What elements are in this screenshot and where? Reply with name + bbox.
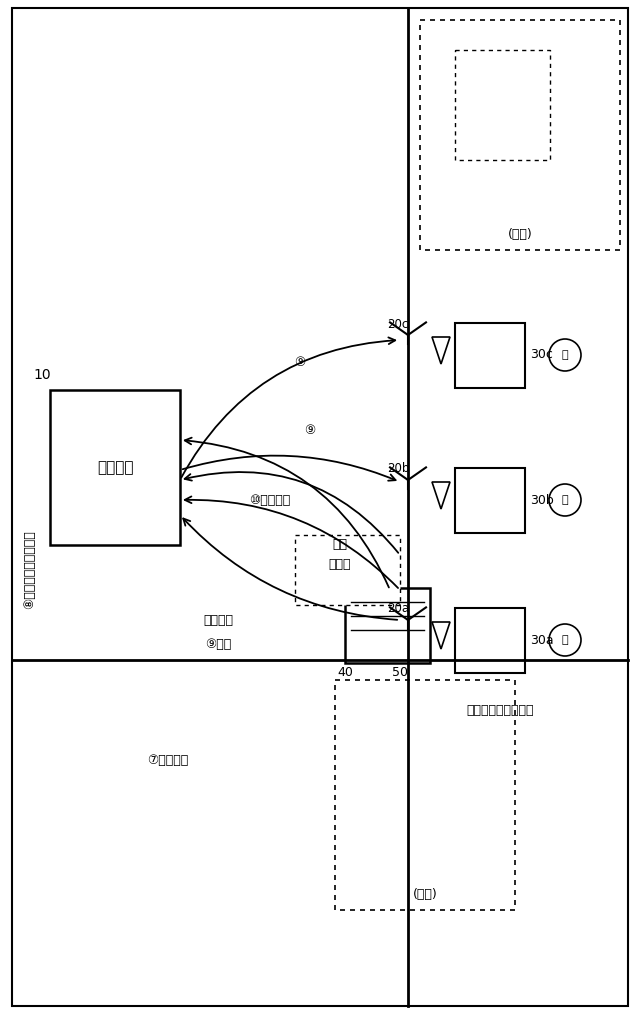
Text: 終了: 終了 xyxy=(333,538,348,552)
Text: 20a: 20a xyxy=(387,602,409,615)
Text: (Ｂ駅): (Ｂ駅) xyxy=(508,228,532,241)
Bar xyxy=(420,20,620,250)
Bar xyxy=(455,50,550,160)
FancyArrowPatch shape xyxy=(185,438,389,587)
Polygon shape xyxy=(432,482,450,509)
Text: 50: 50 xyxy=(392,665,408,678)
Text: 40: 40 xyxy=(337,665,353,678)
Text: 30b: 30b xyxy=(530,494,554,507)
Text: ⑩踏切通過: ⑩踏切通過 xyxy=(250,494,291,507)
FancyArrowPatch shape xyxy=(181,338,396,478)
Bar xyxy=(335,680,515,910)
Text: ⑬警報開始時刻更新: ⑬警報開始時刻更新 xyxy=(467,704,534,717)
Polygon shape xyxy=(432,622,450,649)
Text: 30a: 30a xyxy=(530,634,554,647)
Bar xyxy=(345,588,430,663)
Text: ⑨: ⑨ xyxy=(294,357,306,369)
FancyArrowPatch shape xyxy=(183,518,397,620)
Text: ⑨警報: ⑨警報 xyxy=(205,639,231,652)
FancyArrowPatch shape xyxy=(182,455,396,481)
Text: 10: 10 xyxy=(33,368,51,382)
Bar xyxy=(455,322,525,387)
Text: 中央装置: 中央装置 xyxy=(97,460,133,475)
Bar xyxy=(295,535,400,605)
Text: 開始時刻: 開始時刻 xyxy=(203,613,233,627)
Text: ⑨: ⑨ xyxy=(305,424,316,436)
FancyArrowPatch shape xyxy=(185,473,398,553)
Text: (Ａ駅): (Ａ駅) xyxy=(413,888,437,901)
Text: 30c: 30c xyxy=(530,349,553,362)
Polygon shape xyxy=(432,337,450,364)
Bar xyxy=(50,390,180,545)
FancyArrowPatch shape xyxy=(185,497,398,588)
Text: ⑦走行位置: ⑦走行位置 xyxy=(147,753,189,767)
Text: 20c: 20c xyxy=(387,317,408,331)
Text: ⑫: ⑫ xyxy=(562,495,568,505)
Text: ⑧警報開始時刻再算出: ⑧警報開始時刻再算出 xyxy=(24,530,36,609)
Text: ⑬: ⑬ xyxy=(562,350,568,360)
Text: ⑬: ⑬ xyxy=(562,635,568,645)
Bar xyxy=(455,607,525,672)
Bar xyxy=(455,467,525,532)
Text: 20b: 20b xyxy=(387,462,409,476)
Text: ⑪警報: ⑪警報 xyxy=(329,559,351,572)
